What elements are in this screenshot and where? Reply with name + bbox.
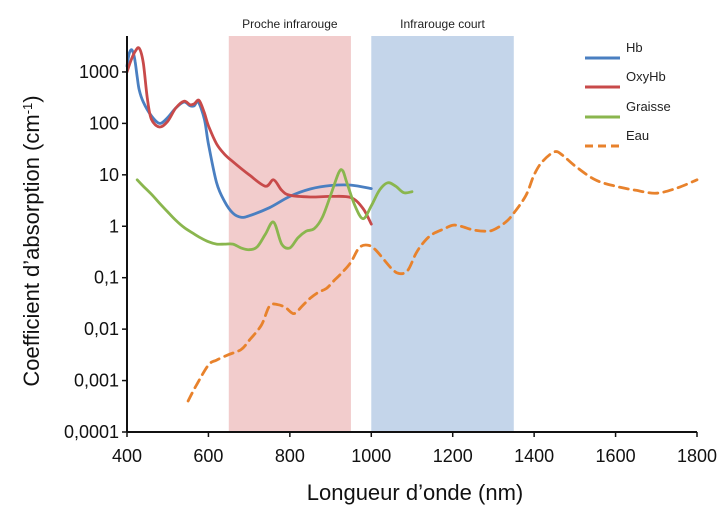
y-tick-label: 1000 [79, 62, 119, 82]
x-tick-label: 600 [193, 446, 223, 466]
y-tick-label: 0,01 [84, 319, 119, 339]
y-tick-label: 100 [89, 113, 119, 133]
series-line-eau [186, 150, 699, 403]
x-tick-label: 800 [275, 446, 305, 466]
tick-labels: 400 600 800 1000 1200 1400 1600 1800 0,0001 0,001… [64, 62, 717, 466]
y-axis-title-text: Coefficient d’absorption (cm [19, 114, 44, 386]
legend-label-eau: Eau [626, 128, 649, 143]
spectral-bands: Proche infrarouge Infrarouge court [228, 17, 514, 432]
y-tick-label: 0,1 [94, 268, 119, 288]
x-tick-label: 1000 [351, 446, 391, 466]
y-tick-label: 0,0001 [64, 422, 119, 442]
legend-label-hb: Hb [626, 40, 643, 55]
band-infrarouge-court [371, 36, 514, 432]
x-tick-label: 400 [112, 446, 142, 466]
band-label: Proche infrarouge [242, 17, 338, 31]
series-line-oxyhb [125, 46, 373, 226]
x-tick-label: 1400 [514, 446, 554, 466]
y-tick-label: 10 [99, 165, 119, 185]
x-tick-label: 1200 [433, 446, 473, 466]
y-axis-title-superscript: -1 [20, 103, 35, 115]
legend: Hb OxyHb Graisse Eau [585, 40, 671, 148]
series-line-graisse [135, 168, 414, 252]
x-tick-label: 1600 [596, 446, 636, 466]
legend-label-graisse: Graisse [626, 99, 671, 114]
series-lines [125, 46, 699, 403]
y-axis-title: Coefficient d’absorption (cm-1) [19, 95, 44, 386]
axes [126, 36, 697, 433]
series-line-hb [125, 48, 373, 219]
legend-label-oxyhb: OxyHb [626, 69, 666, 84]
x-tick-label: 1800 [677, 446, 717, 466]
band-label: Infrarouge court [400, 17, 485, 31]
x-axis-title: Longueur d’onde (nm) [307, 480, 523, 505]
y-tick-label: 1 [109, 216, 119, 236]
y-tick-label: 0,001 [74, 371, 119, 391]
band-proche-infrarouge [228, 36, 351, 432]
y-axis-title-close: ) [19, 95, 44, 102]
